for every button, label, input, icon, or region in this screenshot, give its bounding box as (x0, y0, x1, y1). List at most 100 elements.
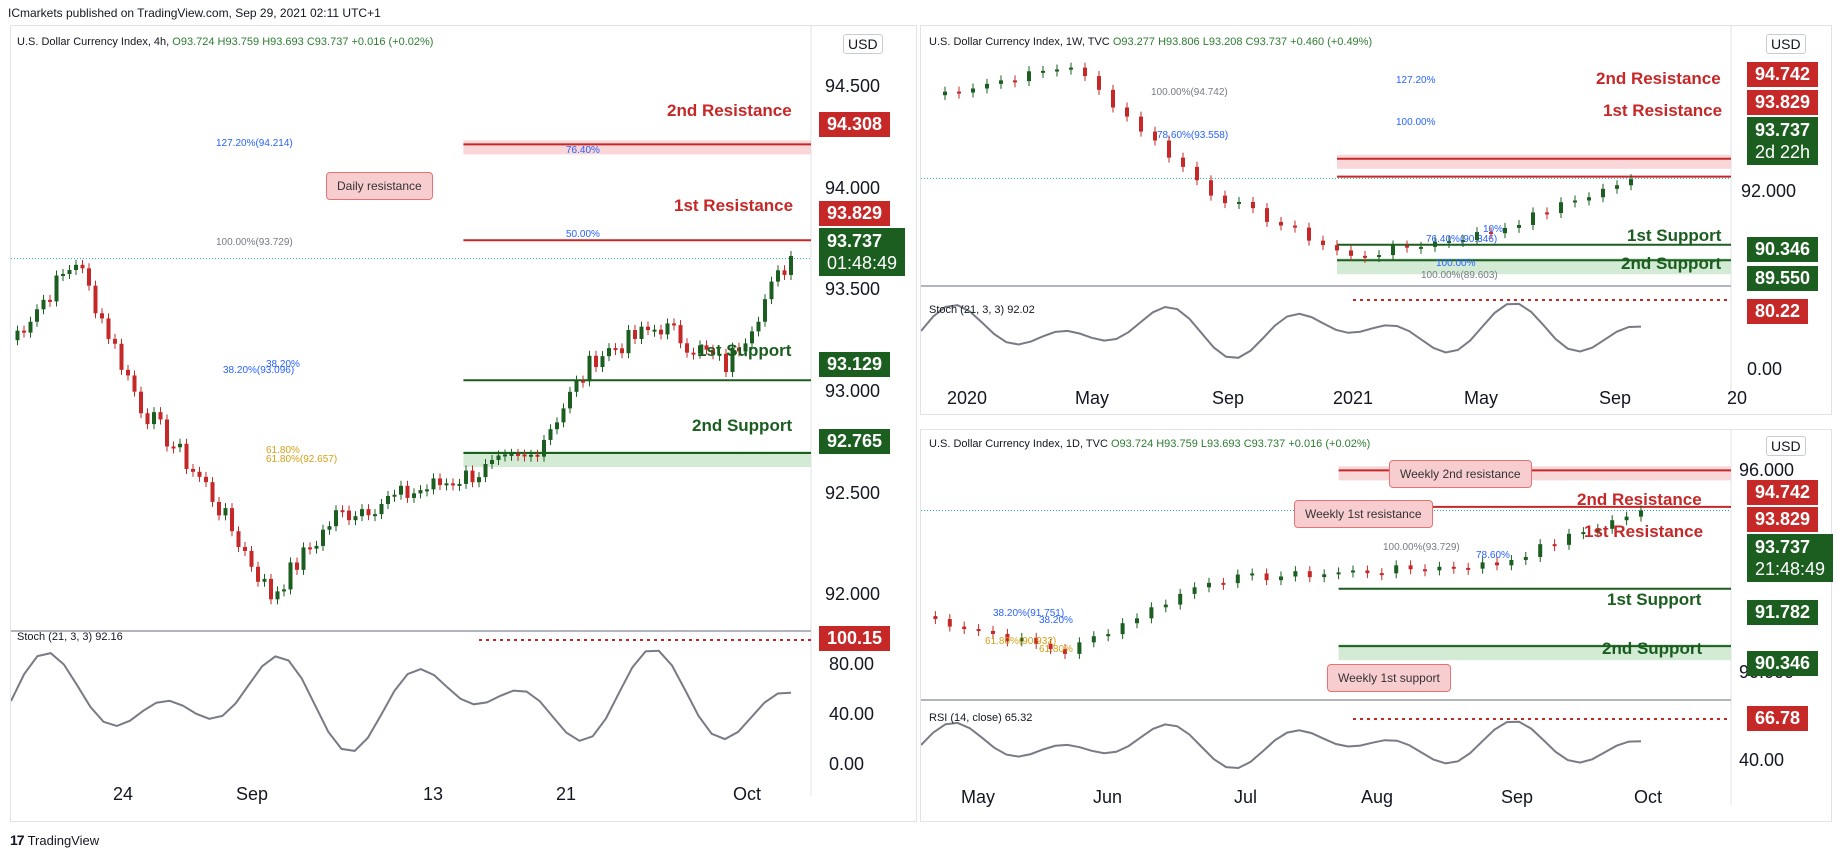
candle-body (210, 482, 215, 502)
legend-title: U.S. Dollar Currency Index, 1D, TVC (929, 438, 1108, 450)
time-tick: May (961, 787, 996, 807)
candle-body (672, 323, 676, 326)
candle-body (223, 508, 228, 516)
candle-body (522, 454, 527, 457)
candle-body (737, 347, 741, 352)
candle-body (1019, 637, 1024, 642)
time-tick: May (1464, 388, 1499, 408)
candle-body (555, 422, 559, 430)
candle-body (1423, 569, 1427, 572)
candle-body (41, 299, 46, 310)
currency-button[interactable]: USD (1766, 34, 1806, 54)
fib-label: 38.20% (1039, 615, 1073, 626)
candle-body (971, 88, 975, 93)
candle-body (1235, 574, 1240, 584)
time-tick: Oct (733, 784, 762, 804)
time-tick: Jun (1093, 787, 1123, 807)
tradingview-footer[interactable]: 17 TradingView (10, 832, 99, 848)
candle-body (191, 468, 195, 472)
countdown: 21:48:49 (1755, 559, 1826, 579)
price-value: 93.737 (1755, 537, 1811, 557)
candle-body (1223, 195, 1227, 204)
fib-label: 61.80% (1039, 644, 1073, 655)
ind-badge: 80.22 (1747, 299, 1809, 324)
chart-4h-panel[interactable]: U.S. Dollar Currency Index, 4h, O93.724 … (10, 25, 917, 822)
candle-body (1279, 221, 1283, 226)
candle-body (399, 485, 403, 495)
sup1-badge: 93.129 (819, 352, 891, 377)
candle-body (438, 478, 442, 486)
candle-body (665, 323, 670, 335)
price-badge: 93.737 2d 22h (1747, 117, 1819, 165)
candle-body (496, 455, 501, 460)
fib-label: 76.40% (566, 145, 600, 156)
candle-body (730, 347, 735, 373)
candle-body (769, 281, 774, 300)
candle-body (444, 483, 449, 486)
candle-body (1447, 240, 1451, 243)
candle-body (15, 330, 20, 341)
currency-button[interactable]: USD (843, 34, 883, 54)
candle-body (1195, 166, 1199, 181)
candle-body (1595, 528, 1600, 533)
candle-body (626, 330, 631, 354)
ind-tick: 40.00 (1739, 750, 1785, 770)
candle-body (646, 326, 650, 331)
indicator-label: Stoch (21, 3, 3) 92.16 (17, 631, 123, 643)
candle-body (1106, 634, 1111, 637)
candle-body (1321, 240, 1325, 246)
fib-label: 50.00% (566, 229, 600, 240)
sup2-zone (463, 451, 811, 467)
candle-body (204, 476, 208, 483)
indicator-label: RSI (14, close) 65.32 (929, 712, 1033, 724)
res2-label: 2nd Resistance (1577, 490, 1702, 509)
candle-body (1192, 587, 1197, 594)
candle-body (1307, 571, 1312, 578)
price-tick: 94.000 (825, 178, 881, 198)
candle-body (139, 391, 143, 414)
fib-label: 61.80% (266, 445, 300, 456)
fib-label: 38.20%(93.096) (223, 365, 295, 376)
candle-body (1097, 76, 1101, 90)
candle-body (353, 516, 358, 521)
currency-button[interactable]: USD (1766, 436, 1806, 456)
candle-body (1567, 533, 1571, 545)
candle-body (1523, 556, 1528, 560)
candle-body (962, 626, 967, 630)
candle-body (1419, 246, 1423, 249)
fib-label: 38.20%(91.751) (993, 608, 1065, 619)
chart-1d-panel[interactable]: U.S. Dollar Currency Index, 1D, TVC O93.… (920, 429, 1834, 822)
candle-body (763, 299, 767, 322)
candle-body (405, 485, 410, 498)
candle-body (178, 443, 182, 448)
candle-body (314, 545, 319, 549)
candle-body (1279, 576, 1283, 581)
candle-body (1629, 179, 1633, 186)
candle-body (503, 454, 507, 457)
candle-body (1475, 232, 1479, 240)
candle-body (1531, 212, 1535, 225)
price-value: 93.737 (827, 231, 883, 251)
candle-body (1077, 642, 1082, 654)
candle-body (1391, 245, 1395, 256)
candle-body (1363, 255, 1367, 258)
price-tick: 92.000 (1741, 181, 1797, 201)
chart-1w-panel[interactable]: U.S. Dollar Currency Index, 1W, TVC O93.… (920, 25, 1832, 415)
time-tick: 2021 (1333, 388, 1374, 408)
time-tick: Sep (236, 784, 269, 804)
chart-1w-svg (921, 26, 1732, 396)
candle-body (1264, 573, 1269, 581)
candle-body (288, 562, 293, 590)
candle-body (54, 275, 59, 302)
candle-body (1610, 520, 1615, 529)
candle-body (1135, 618, 1139, 624)
candle-body (1335, 245, 1339, 251)
legend-ohlc: O93.277 H93.806 L93.208 C93.737 +0.460 (… (1112, 36, 1373, 48)
candle-body (48, 299, 52, 302)
res1-label: 1st Resistance (1584, 522, 1704, 541)
price-tick: 93.500 (825, 279, 881, 299)
candle-body (659, 329, 663, 335)
candle-body (957, 91, 961, 94)
candle-body (985, 83, 989, 89)
candle-body (1153, 131, 1157, 141)
